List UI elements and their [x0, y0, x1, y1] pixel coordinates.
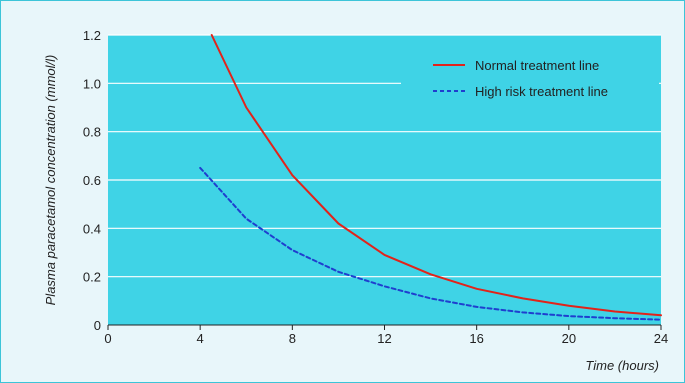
- legend-background: [401, 47, 659, 105]
- y-tick-label: 0.6: [83, 173, 101, 188]
- legend-label-normal: Normal treatment line: [475, 58, 599, 73]
- x-tick-label: 20: [562, 331, 576, 346]
- series-line-0: [210, 34, 662, 317]
- y-tick-label: 0.8: [83, 125, 101, 140]
- x-tick-label: 0: [104, 331, 111, 346]
- axes: 0 0.2 0.4 0.6 0.8 1.0 1.2 0 4 8 12 16 20 24: [83, 28, 668, 346]
- y-tick-label: 1.2: [83, 28, 101, 43]
- series-line-1: [199, 166, 662, 321]
- y-tick-label: 1.0: [83, 76, 101, 91]
- x-axis-title: Time (hours): [585, 358, 659, 373]
- series-lines: [199, 34, 662, 321]
- legend: Normal treatment line High risk treatmen…: [401, 47, 659, 105]
- x-tick-label: 24: [654, 331, 668, 346]
- legend-label-high-risk: High risk treatment line: [475, 84, 608, 99]
- y-tick-label: 0.4: [83, 221, 101, 236]
- y-axis-title: Plasma paracetamol concentration (mmol/l…: [43, 55, 58, 306]
- x-tick-label: 12: [377, 331, 391, 346]
- x-tick-label: 4: [197, 331, 204, 346]
- y-tick-label: 0: [94, 318, 101, 333]
- y-tick-label: 0.2: [83, 270, 101, 285]
- x-tick-label: 8: [289, 331, 296, 346]
- grid-lines: [108, 34, 661, 278]
- x-tick-label: 16: [469, 331, 483, 346]
